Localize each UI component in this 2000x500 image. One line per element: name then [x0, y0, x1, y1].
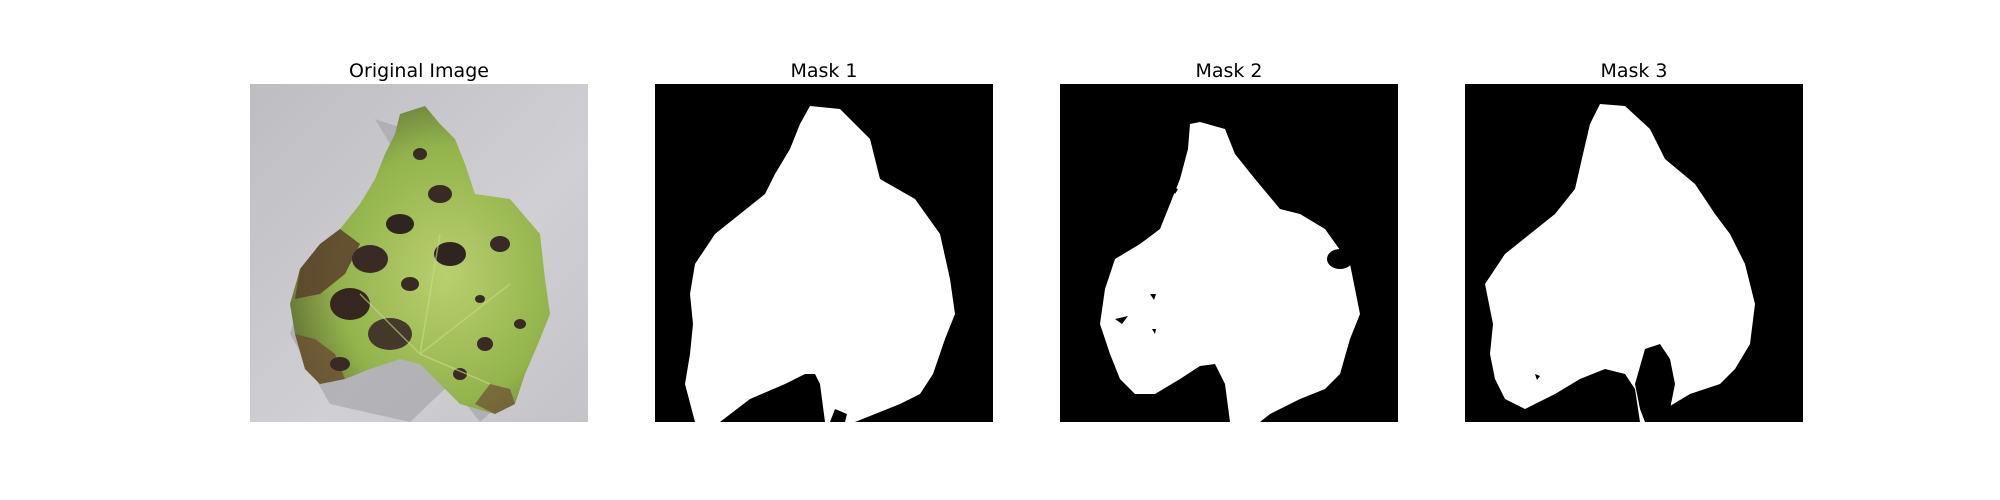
- panel-mask-2: Mask 2: [1060, 59, 1398, 422]
- mask-3-image: [1465, 84, 1803, 422]
- panel-mask-1: Mask 1: [655, 59, 993, 422]
- panel-original-image: Original Image: [250, 59, 588, 422]
- leaf-photo: [250, 84, 588, 422]
- mask-1-image: [655, 84, 993, 422]
- panel-title: Mask 2: [1195, 60, 1263, 82]
- original-image: [250, 84, 588, 422]
- mask-2-image: [1060, 84, 1398, 422]
- mask-1-shape: [655, 84, 993, 422]
- panel-mask-3: Mask 3: [1465, 59, 1803, 422]
- mask-2-shape: [1060, 84, 1398, 422]
- panel-title: Original Image: [349, 60, 489, 82]
- mask-3-shape: [1465, 84, 1803, 422]
- panel-title: Mask 3: [1600, 60, 1668, 82]
- panel-title: Mask 1: [790, 60, 858, 82]
